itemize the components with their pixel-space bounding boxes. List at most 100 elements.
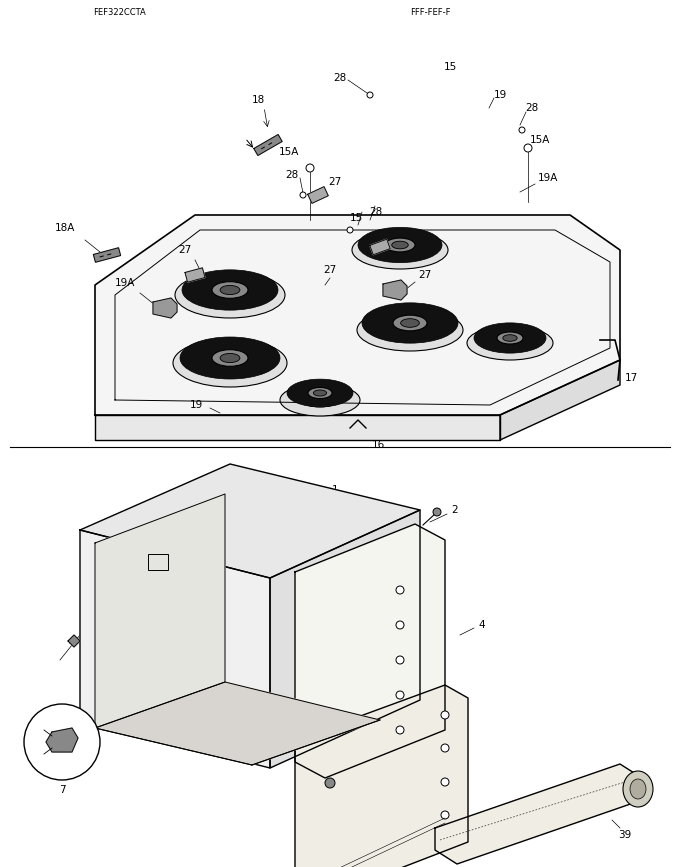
Polygon shape: [500, 360, 620, 440]
Ellipse shape: [384, 312, 436, 334]
Ellipse shape: [186, 340, 274, 376]
Ellipse shape: [205, 279, 256, 301]
Text: 16: 16: [371, 440, 385, 450]
Ellipse shape: [173, 339, 287, 387]
Ellipse shape: [220, 354, 240, 362]
Ellipse shape: [188, 272, 273, 308]
Ellipse shape: [197, 344, 262, 372]
Ellipse shape: [373, 234, 427, 257]
Polygon shape: [95, 415, 500, 440]
Text: 27: 27: [328, 177, 341, 187]
Ellipse shape: [390, 315, 430, 331]
Text: 2: 2: [452, 505, 458, 515]
Polygon shape: [435, 764, 642, 864]
Ellipse shape: [401, 319, 420, 328]
Ellipse shape: [358, 227, 442, 263]
Text: 60: 60: [311, 788, 324, 798]
Text: 7: 7: [58, 785, 65, 795]
Ellipse shape: [379, 310, 441, 336]
Text: 28: 28: [333, 73, 347, 83]
Ellipse shape: [291, 381, 349, 405]
Ellipse shape: [385, 238, 415, 252]
Ellipse shape: [467, 326, 553, 360]
Ellipse shape: [209, 349, 251, 367]
Bar: [148, 554, 168, 570]
Ellipse shape: [491, 336, 529, 350]
Ellipse shape: [378, 241, 422, 258]
Text: 19: 19: [494, 90, 507, 100]
Ellipse shape: [352, 231, 448, 269]
Ellipse shape: [175, 272, 285, 318]
Circle shape: [433, 508, 441, 516]
Ellipse shape: [479, 325, 541, 351]
Ellipse shape: [373, 308, 447, 338]
Circle shape: [396, 586, 404, 594]
Text: 39: 39: [618, 830, 632, 840]
Text: 27: 27: [178, 245, 192, 255]
Text: FEF322CCTA: FEF322CCTA: [94, 8, 146, 17]
Text: 28: 28: [526, 103, 539, 113]
Circle shape: [441, 744, 449, 752]
Ellipse shape: [295, 382, 345, 403]
Circle shape: [396, 691, 404, 699]
Text: 27: 27: [324, 265, 337, 275]
Text: 19A: 19A: [115, 278, 135, 288]
Circle shape: [325, 778, 335, 788]
Polygon shape: [68, 635, 80, 647]
Ellipse shape: [182, 270, 278, 310]
Ellipse shape: [378, 236, 422, 254]
Circle shape: [524, 144, 532, 152]
Text: 15A: 15A: [530, 135, 550, 145]
Ellipse shape: [363, 230, 437, 261]
Ellipse shape: [205, 284, 255, 305]
Ellipse shape: [368, 231, 432, 258]
Ellipse shape: [308, 388, 332, 399]
Ellipse shape: [368, 305, 452, 341]
Ellipse shape: [192, 342, 269, 375]
Ellipse shape: [302, 393, 338, 407]
Ellipse shape: [487, 329, 533, 348]
Ellipse shape: [307, 388, 333, 399]
Ellipse shape: [623, 771, 653, 807]
Circle shape: [441, 711, 449, 719]
Text: 19: 19: [189, 400, 203, 410]
Ellipse shape: [212, 349, 248, 367]
Text: 4: 4: [479, 620, 486, 630]
Ellipse shape: [492, 330, 528, 346]
Ellipse shape: [362, 303, 458, 343]
Text: 18: 18: [252, 95, 265, 105]
Circle shape: [396, 621, 404, 629]
Circle shape: [519, 127, 525, 133]
Circle shape: [441, 811, 449, 819]
Ellipse shape: [287, 379, 353, 407]
Circle shape: [441, 778, 449, 786]
Ellipse shape: [180, 337, 280, 379]
Polygon shape: [185, 268, 205, 282]
Ellipse shape: [386, 321, 434, 340]
Ellipse shape: [392, 241, 408, 249]
Polygon shape: [370, 239, 390, 255]
Ellipse shape: [503, 335, 517, 342]
Text: 1: 1: [332, 485, 339, 495]
Ellipse shape: [205, 352, 256, 374]
Text: 28: 28: [286, 170, 299, 180]
Polygon shape: [95, 494, 225, 728]
Ellipse shape: [630, 779, 646, 799]
Ellipse shape: [383, 238, 417, 252]
Text: 17: 17: [625, 373, 639, 383]
Ellipse shape: [497, 332, 523, 344]
Polygon shape: [308, 186, 328, 204]
Polygon shape: [295, 524, 445, 778]
Polygon shape: [95, 682, 380, 765]
Ellipse shape: [483, 327, 537, 349]
Polygon shape: [95, 215, 620, 415]
Polygon shape: [254, 134, 282, 155]
Text: FFF-FEF-F: FFF-FEF-F: [410, 8, 450, 17]
Ellipse shape: [220, 285, 240, 295]
Text: 15: 15: [350, 213, 362, 223]
Circle shape: [24, 704, 100, 780]
Circle shape: [396, 726, 404, 734]
Text: 19A: 19A: [538, 173, 558, 183]
Polygon shape: [153, 298, 177, 318]
Ellipse shape: [474, 323, 546, 353]
